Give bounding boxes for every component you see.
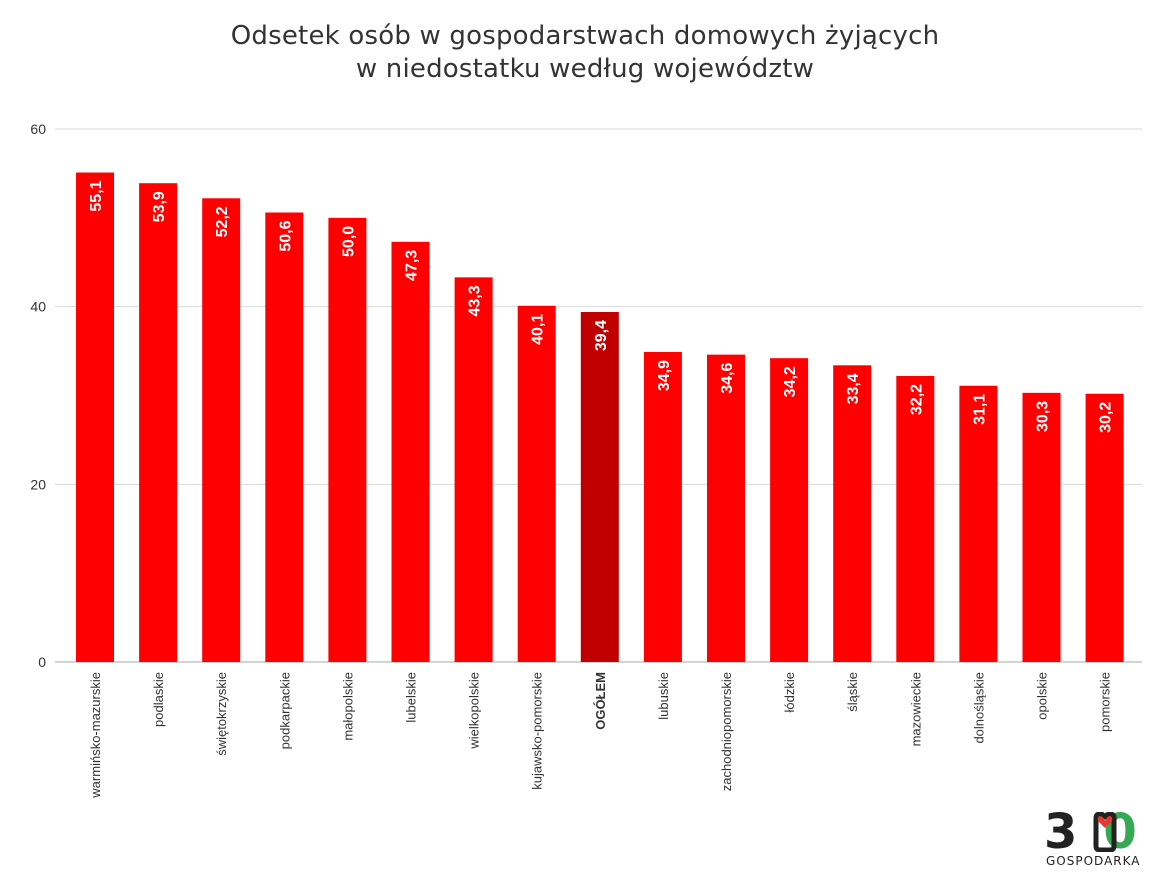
bar-8	[580, 311, 619, 662]
bar-value-label: 50,0	[340, 226, 357, 257]
x-tick-label: warmińsko-mazurskie	[88, 672, 103, 799]
x-tick-label: zachodniopomorskie	[719, 672, 734, 791]
x-tick-label: małopolskie	[340, 672, 355, 741]
bar-value-label: 53,9	[151, 191, 168, 222]
x-tick-label: kujawsko-pomorskie	[530, 672, 545, 790]
x-tick-label: wielkopolskie	[467, 672, 482, 750]
chart-title-line-1: Odsetek osób w gospodarstwach domowych ż…	[230, 21, 940, 51]
bar-1	[139, 183, 178, 662]
x-axis-tick-labels: warmińsko-mazurskie podlaskie świętokrzysk…	[88, 672, 1113, 799]
y-tick-label: 40	[30, 299, 46, 315]
bar-value-label: 32,2	[908, 384, 925, 415]
bar-value-label: 34,9	[656, 360, 673, 391]
bar-value-label: 52,2	[214, 206, 231, 237]
bars	[76, 172, 1124, 663]
y-axis-tick-labels: 0 20 40 60	[30, 121, 46, 670]
bar-0	[76, 172, 114, 663]
bar-10	[707, 354, 745, 662]
y-tick-label: 60	[30, 121, 46, 137]
bar-4	[328, 217, 367, 663]
bar-3	[265, 212, 304, 662]
logo-subtitle: GOSPODARKA	[1046, 854, 1141, 868]
value-labels: 55,1 53,9 52,2 50,6 50,0 47,3 43,3 40,1 39,4 34,9…	[88, 180, 1115, 432]
x-tick-label: lubuskie	[656, 672, 671, 720]
x-tick-label: lubelskie	[404, 672, 419, 723]
bar-7	[517, 305, 556, 662]
bar-11	[770, 358, 809, 662]
bar-value-label: 34,2	[782, 366, 799, 397]
bar-2	[202, 198, 241, 663]
x-tick-label: mazowieckie	[908, 672, 923, 746]
x-tick-label: OGÓŁEM	[593, 672, 608, 730]
logo-digit-3: 3	[1044, 804, 1077, 860]
bar-5	[391, 241, 430, 662]
bar-value-label: 40,1	[530, 314, 547, 345]
bar-9	[643, 351, 682, 662]
bar-value-label: 33,4	[845, 373, 862, 404]
bar-12	[833, 365, 872, 662]
logo-heart-zero-icon	[1093, 812, 1117, 852]
bar-value-label: 55,1	[88, 180, 105, 211]
x-tick-label: śląskie	[845, 672, 860, 712]
bar-value-label: 43,3	[467, 285, 484, 316]
bar-value-label: 34,6	[719, 363, 736, 394]
x-tick-label: podlaskie	[151, 672, 166, 727]
chart-title-line-2: w niedostatku według województw	[355, 54, 815, 84]
bar-value-label: 30,3	[1035, 401, 1052, 432]
x-tick-label: łódzkie	[782, 672, 797, 712]
bar-value-label: 39,4	[593, 320, 610, 351]
bar-value-label: 47,3	[404, 250, 421, 281]
x-tick-label: świętokrzyskie	[214, 672, 229, 756]
chart-title: Odsetek osób w gospodarstwach domowych ż…	[0, 20, 1170, 86]
bar-16	[1085, 393, 1124, 662]
x-tick-label: dolnośląskie	[971, 672, 986, 744]
bar-6	[454, 277, 493, 662]
y-tick-label: 0	[38, 654, 46, 670]
bar-13	[896, 375, 935, 662]
x-tick-label: pomorskie	[1098, 672, 1113, 732]
bar-14	[959, 385, 998, 662]
bar-15	[1022, 392, 1061, 662]
bar-value-label: 31,1	[971, 394, 988, 425]
bar-value-label: 50,6	[277, 220, 294, 251]
x-tick-label: podkarpackie	[277, 672, 292, 749]
bar-value-label: 30,2	[1098, 402, 1115, 433]
x-tick-label: opolskie	[1035, 672, 1050, 720]
y-tick-label: 20	[30, 476, 46, 492]
